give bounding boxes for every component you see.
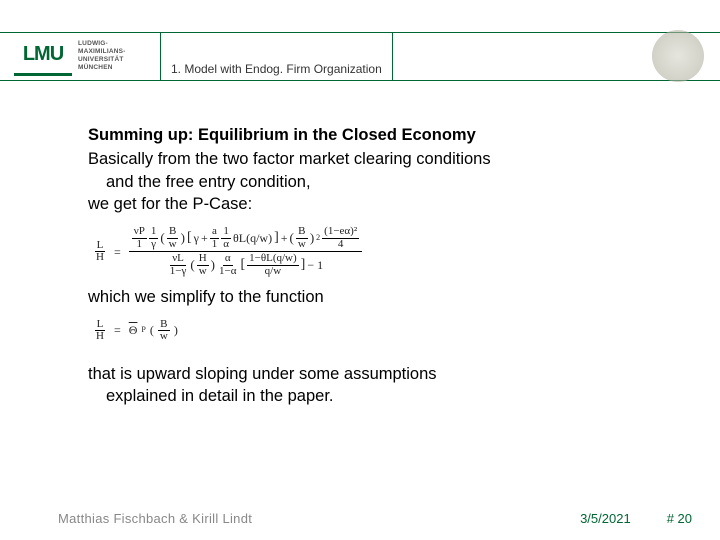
- uni-line: UNIVERSITÄT: [78, 56, 126, 64]
- lmu-logo: LMU LUDWIG- MAXIMILIANS- UNIVERSITÄT MÜN…: [14, 36, 126, 76]
- equals-sign: =: [114, 322, 121, 338]
- lmu-wordmark: LMU: [14, 36, 72, 76]
- big-numerator: νP1 1γ ( Bw ) [ γ + a1 1α θL(q/w) ] + ( …: [129, 225, 362, 252]
- footer-date: 3/5/2021: [580, 511, 631, 526]
- uni-line: LUDWIG-: [78, 40, 126, 48]
- equals-sign: =: [114, 244, 121, 260]
- slide-body: Summing up: Equilibrium in the Closed Ec…: [0, 84, 720, 407]
- paragraph: we get for the P-Case:: [88, 193, 660, 215]
- slide-heading: Summing up: Equilibrium in the Closed Ec…: [88, 124, 660, 146]
- paragraph: explained in detail in the paper.: [88, 385, 660, 407]
- slide-footer: Matthias Fischbach & Kirill Lindt 3/5/20…: [0, 511, 720, 526]
- uni-line: MAXIMILIANS-: [78, 48, 126, 56]
- paragraph: that is upward sloping under some assump…: [88, 363, 660, 385]
- big-denominator: νL1−γ ( Hw ) α1−α [ 1−θL(q/w)q/w ] − 1: [165, 252, 326, 278]
- footer-authors: Matthias Fischbach & Kirill Lindt: [58, 511, 252, 526]
- fraction: L H: [94, 240, 106, 264]
- university-seal-icon: [652, 30, 704, 82]
- big-fraction: νP1 1γ ( Bw ) [ γ + a1 1α θL(q/w) ] + ( …: [129, 225, 362, 278]
- fraction: L H: [94, 319, 106, 343]
- equation-1: L H = νP1 1γ ( Bw ) [ γ + a1 1α θL(q/w) …: [94, 225, 660, 278]
- paren-open: (: [150, 322, 154, 338]
- fraction: B w: [158, 319, 170, 343]
- footer-page-number: # 20: [667, 511, 692, 526]
- section-title: 1. Model with Endog. Firm Organization: [171, 62, 382, 80]
- paragraph: which we simplify to the function: [88, 286, 660, 308]
- theta-bar: Θ: [129, 322, 138, 338]
- header-rule-bottom: [0, 80, 720, 81]
- slide-header: LMU LUDWIG- MAXIMILIANS- UNIVERSITÄT MÜN…: [0, 0, 720, 84]
- paragraph: Basically from the two factor market cle…: [88, 148, 660, 170]
- section-title-box: 1. Model with Endog. Firm Organization: [160, 33, 393, 80]
- footer-meta: 3/5/2021 # 20: [580, 511, 692, 526]
- uni-line: MÜNCHEN: [78, 64, 126, 72]
- subscript: P: [141, 325, 145, 336]
- paren-close: ): [174, 322, 178, 338]
- denominator: H: [94, 331, 106, 343]
- denominator: H: [94, 252, 106, 264]
- university-name: LUDWIG- MAXIMILIANS- UNIVERSITÄT MÜNCHEN: [78, 40, 126, 73]
- paragraph: and the free entry condition,: [88, 171, 660, 193]
- equation-2: L H = ΘP ( B w ): [94, 319, 660, 343]
